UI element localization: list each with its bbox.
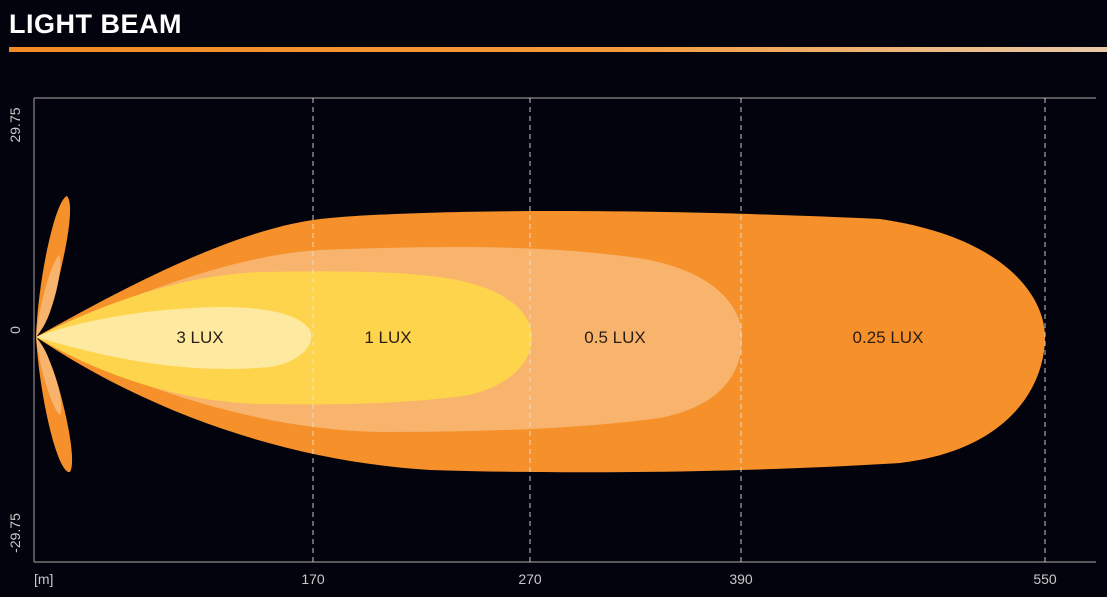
y-tick-labels: 29.75 0 -29.75: [7, 107, 23, 553]
y-tick-label-top: 29.75: [7, 107, 23, 142]
title-underline: [9, 47, 1107, 52]
chart-title: LIGHT BEAM: [9, 9, 182, 39]
zone-labels: 3 LUX 1 LUX 0.5 LUX 0.25 LUX: [176, 328, 923, 347]
side-lobe-upper-inner: [36, 255, 61, 337]
x-tick-label-390: 390: [729, 571, 753, 587]
x-tick-labels: [m] 170 270 390 550: [34, 571, 1057, 587]
zone-label-3-lux: 3 LUX: [176, 328, 223, 347]
x-tick-label-270: 270: [518, 571, 542, 587]
x-tick-label-170: 170: [301, 571, 325, 587]
y-tick-label-bottom: -29.75: [7, 513, 23, 553]
x-tick-label-550: 550: [1033, 571, 1057, 587]
side-lobe-lower-inner: [36, 337, 62, 415]
zone-label-1-lux: 1 LUX: [364, 328, 411, 347]
x-unit-label: [m]: [34, 571, 53, 587]
zone-3-lux: [36, 307, 312, 369]
grid-layer: [33, 97, 1096, 563]
zone-label-0-25-lux: 0.25 LUX: [853, 328, 924, 347]
zone-label-0-5-lux: 0.5 LUX: [584, 328, 645, 347]
y-tick-label-zero: 0: [7, 326, 23, 334]
beam-zones: [36, 196, 1045, 473]
